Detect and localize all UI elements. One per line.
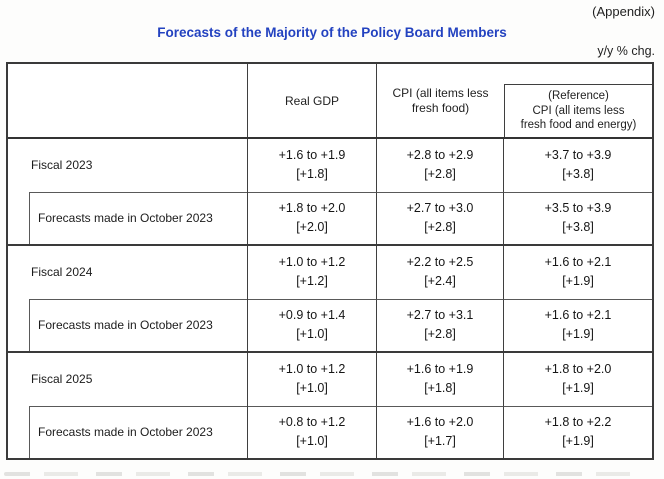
value-point: [+3.8] (562, 167, 594, 182)
row-label: Forecasts made in October 2023 (29, 191, 247, 244)
value-point: [+2.8] (424, 220, 456, 235)
value-range: +1.6 to +2.1 (544, 255, 612, 270)
row-label-cell: Forecasts made in October 2023 (8, 405, 248, 458)
value-point: [+2.0] (296, 220, 328, 235)
value-cell-reference: +1.8 to +2.0 [+1.9] (504, 353, 652, 406)
value-point: [+3.8] (562, 220, 594, 235)
value-cell-reference: +3.7 to +3.9 [+3.8] (504, 139, 652, 192)
value-cell-reference: +1.8 to +2.2 [+1.9] (504, 405, 652, 459)
value-cell-gdp: +0.9 to +1.4 [+1.0] (248, 298, 377, 351)
value-point: [+2.4] (424, 274, 456, 289)
document-title: Forecasts of the Majority of the Policy … (157, 25, 507, 40)
value-range: +2.7 to +3.1 (406, 308, 474, 323)
value-point: [+1.8] (424, 381, 456, 396)
table-row-fiscal-2023: Fiscal 2023 +1.6 to +1.9 [+1.8] +2.8 to … (8, 139, 652, 192)
table-row-fiscal-2024: Fiscal 2024 +1.0 to +1.2 [+1.2] +2.2 to … (8, 246, 652, 299)
value-range: +1.6 to +2.1 (544, 308, 612, 323)
value-range: +1.6 to +1.9 (406, 362, 474, 377)
value-cell-gdp: +1.0 to +1.2 [+1.0] (248, 353, 377, 406)
value-range: +3.5 to +3.9 (544, 201, 612, 216)
value-range: +2.8 to +2.9 (406, 148, 474, 163)
table-row-october-forecast: Forecasts made in October 2023 +0.8 to +… (8, 405, 652, 459)
value-cell-cpi: +2.7 to +3.0 [+2.8] (377, 191, 504, 244)
header-cell-real-gdp: Real GDP (248, 64, 377, 137)
table-row-october-forecast: Forecasts made in October 2023 +0.9 to +… (8, 298, 652, 352)
value-range: +0.9 to +1.4 (278, 308, 346, 323)
table-row-fiscal-2025: Fiscal 2025 +1.0 to +1.2 [+1.0] +1.6 to … (8, 353, 652, 406)
value-point: [+1.8] (296, 167, 328, 182)
row-label-cell: Forecasts made in October 2023 (8, 191, 248, 244)
appendix-label: (Appendix) (592, 4, 655, 19)
cutoff-text-remnant (4, 472, 634, 476)
header-cell-cpi: CPI (all items less fresh food) (392, 85, 489, 115)
value-cell-cpi: +2.2 to +2.5 [+2.4] (377, 246, 504, 299)
value-cell-cpi: +2.8 to +2.9 [+2.8] (377, 139, 504, 192)
header-cell-cpi-group: CPI (all items less fresh food) (Referen… (377, 64, 652, 137)
unit-note: y/y % chg. (597, 44, 655, 58)
value-point: [+1.0] (296, 381, 328, 396)
value-range: +1.8 to +2.0 (278, 201, 346, 216)
value-range: +1.8 to +2.2 (544, 415, 612, 430)
value-point: [+1.9] (562, 274, 594, 289)
value-point: [+1.9] (562, 434, 594, 449)
value-cell-cpi: +2.7 to +3.1 [+2.8] (377, 298, 504, 351)
table-row-october-forecast: Forecasts made in October 2023 +1.8 to +… (8, 191, 652, 245)
value-cell-cpi: +1.6 to +2.0 [+1.7] (377, 405, 504, 458)
value-cell-gdp: +0.8 to +1.2 [+1.0] (248, 405, 377, 458)
value-point: [+1.0] (296, 434, 328, 449)
value-point: [+2.8] (424, 327, 456, 342)
fiscal-2023-group: Fiscal 2023 +1.6 to +1.9 [+1.8] +2.8 to … (8, 139, 652, 246)
value-range: +0.8 to +1.2 (278, 415, 346, 430)
fiscal-2024-group: Fiscal 2024 +1.0 to +1.2 [+1.2] +2.2 to … (8, 246, 652, 353)
table-header-row: Real GDP CPI (all items less fresh food)… (8, 64, 652, 139)
value-range: +1.0 to +1.2 (278, 255, 346, 270)
row-label: Forecasts made in October 2023 (29, 298, 247, 351)
value-range: +2.2 to +2.5 (406, 255, 474, 270)
row-label: Fiscal 2025 (8, 353, 248, 406)
forecast-table: Real GDP CPI (all items less fresh food)… (6, 62, 654, 460)
row-label: Fiscal 2024 (8, 246, 248, 299)
value-cell-reference: +1.6 to +2.1 [+1.9] (504, 298, 652, 352)
value-cell-gdp: +1.6 to +1.9 [+1.8] (248, 139, 377, 192)
value-range: +1.6 to +2.0 (406, 415, 474, 430)
value-point: [+2.8] (424, 167, 456, 182)
value-point: [+1.2] (296, 274, 328, 289)
value-range: +3.7 to +3.9 (544, 148, 612, 163)
row-label-cell: Forecasts made in October 2023 (8, 298, 248, 351)
header-cell-reference-box: (Reference) CPI (all items less fresh fo… (504, 84, 652, 137)
header-cell-empty (8, 64, 248, 137)
value-range: +1.8 to +2.0 (544, 362, 612, 377)
value-range: +1.0 to +1.2 (278, 362, 346, 377)
value-cell-cpi: +1.6 to +1.9 [+1.8] (377, 353, 504, 406)
value-point: [+1.0] (296, 327, 328, 342)
row-label: Fiscal 2023 (8, 139, 248, 192)
value-point: [+1.7] (424, 434, 456, 449)
value-cell-reference: +1.6 to +2.1 [+1.9] (504, 246, 652, 299)
value-range: +1.6 to +1.9 (278, 148, 346, 163)
value-cell-gdp: +1.0 to +1.2 [+1.2] (248, 246, 377, 299)
value-cell-reference: +3.5 to +3.9 [+3.8] (504, 191, 652, 245)
fiscal-2025-group: Fiscal 2025 +1.0 to +1.2 [+1.0] +1.6 to … (8, 353, 652, 458)
value-point: [+1.9] (562, 327, 594, 342)
value-cell-gdp: +1.8 to +2.0 [+2.0] (248, 191, 377, 244)
row-label: Forecasts made in October 2023 (29, 405, 247, 458)
value-range: +2.7 to +3.0 (406, 201, 474, 216)
value-point: [+1.9] (562, 381, 594, 396)
